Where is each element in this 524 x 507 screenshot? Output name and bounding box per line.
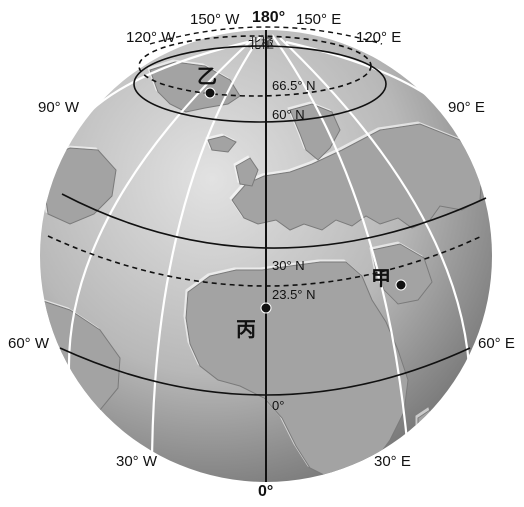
meridian-label-0: 0° [258, 483, 273, 500]
tropic-line [47, 235, 483, 287]
meridian-label-120w: 120° W [126, 29, 176, 46]
arctic-label: 66.5° N [272, 78, 316, 93]
meridian-label-30w: 30° W [116, 453, 158, 470]
point-jia-dot [395, 279, 407, 291]
point-jia-label: 甲 [371, 268, 391, 290]
meridian-60w [67, 37, 255, 391]
pole-label: 北極 [248, 36, 274, 51]
meridian-label-30e: 30° E [374, 453, 411, 470]
scandinavia-land [289, 103, 341, 161]
polar-arcs [149, 26, 383, 45]
point-bing-dot [260, 302, 272, 314]
point-yi-label: 乙 [197, 66, 217, 88]
meridian-30e [271, 34, 412, 477]
lat30-label: 30° N [272, 258, 305, 273]
meridian-label-150e: 150° E [296, 11, 341, 28]
point-yi-dot [204, 87, 216, 99]
meridian-label-180: 180° [252, 9, 285, 26]
meridian-label-90e: 90° E [448, 99, 485, 116]
meridian-label-60e: 60° E [478, 335, 515, 352]
lat30-line [61, 193, 487, 249]
britain-land [235, 157, 259, 187]
points [204, 87, 407, 314]
meridian-label-60w: 60° W [8, 335, 50, 352]
meridian-label-90w: 90° W [38, 99, 80, 116]
meridian-label-150w: 150° W [190, 11, 240, 28]
lat60-line [133, 45, 387, 123]
lat60-label: 60° N [272, 107, 305, 122]
madagascar-land [417, 409, 437, 453]
meridian-30w [150, 34, 262, 483]
polar-arc-upper [149, 26, 383, 45]
point-bing-label: 丙 [236, 319, 256, 341]
meridian-60e [279, 37, 472, 391]
africa-land [185, 261, 409, 479]
tropic-label: 23.5° N [272, 287, 316, 302]
meridian-label-120e: 120° E [356, 29, 401, 46]
iceland-land [207, 135, 237, 153]
meridian-90w [60, 40, 249, 151]
equator-label: 0° [272, 398, 284, 413]
north-america-land [40, 147, 117, 225]
